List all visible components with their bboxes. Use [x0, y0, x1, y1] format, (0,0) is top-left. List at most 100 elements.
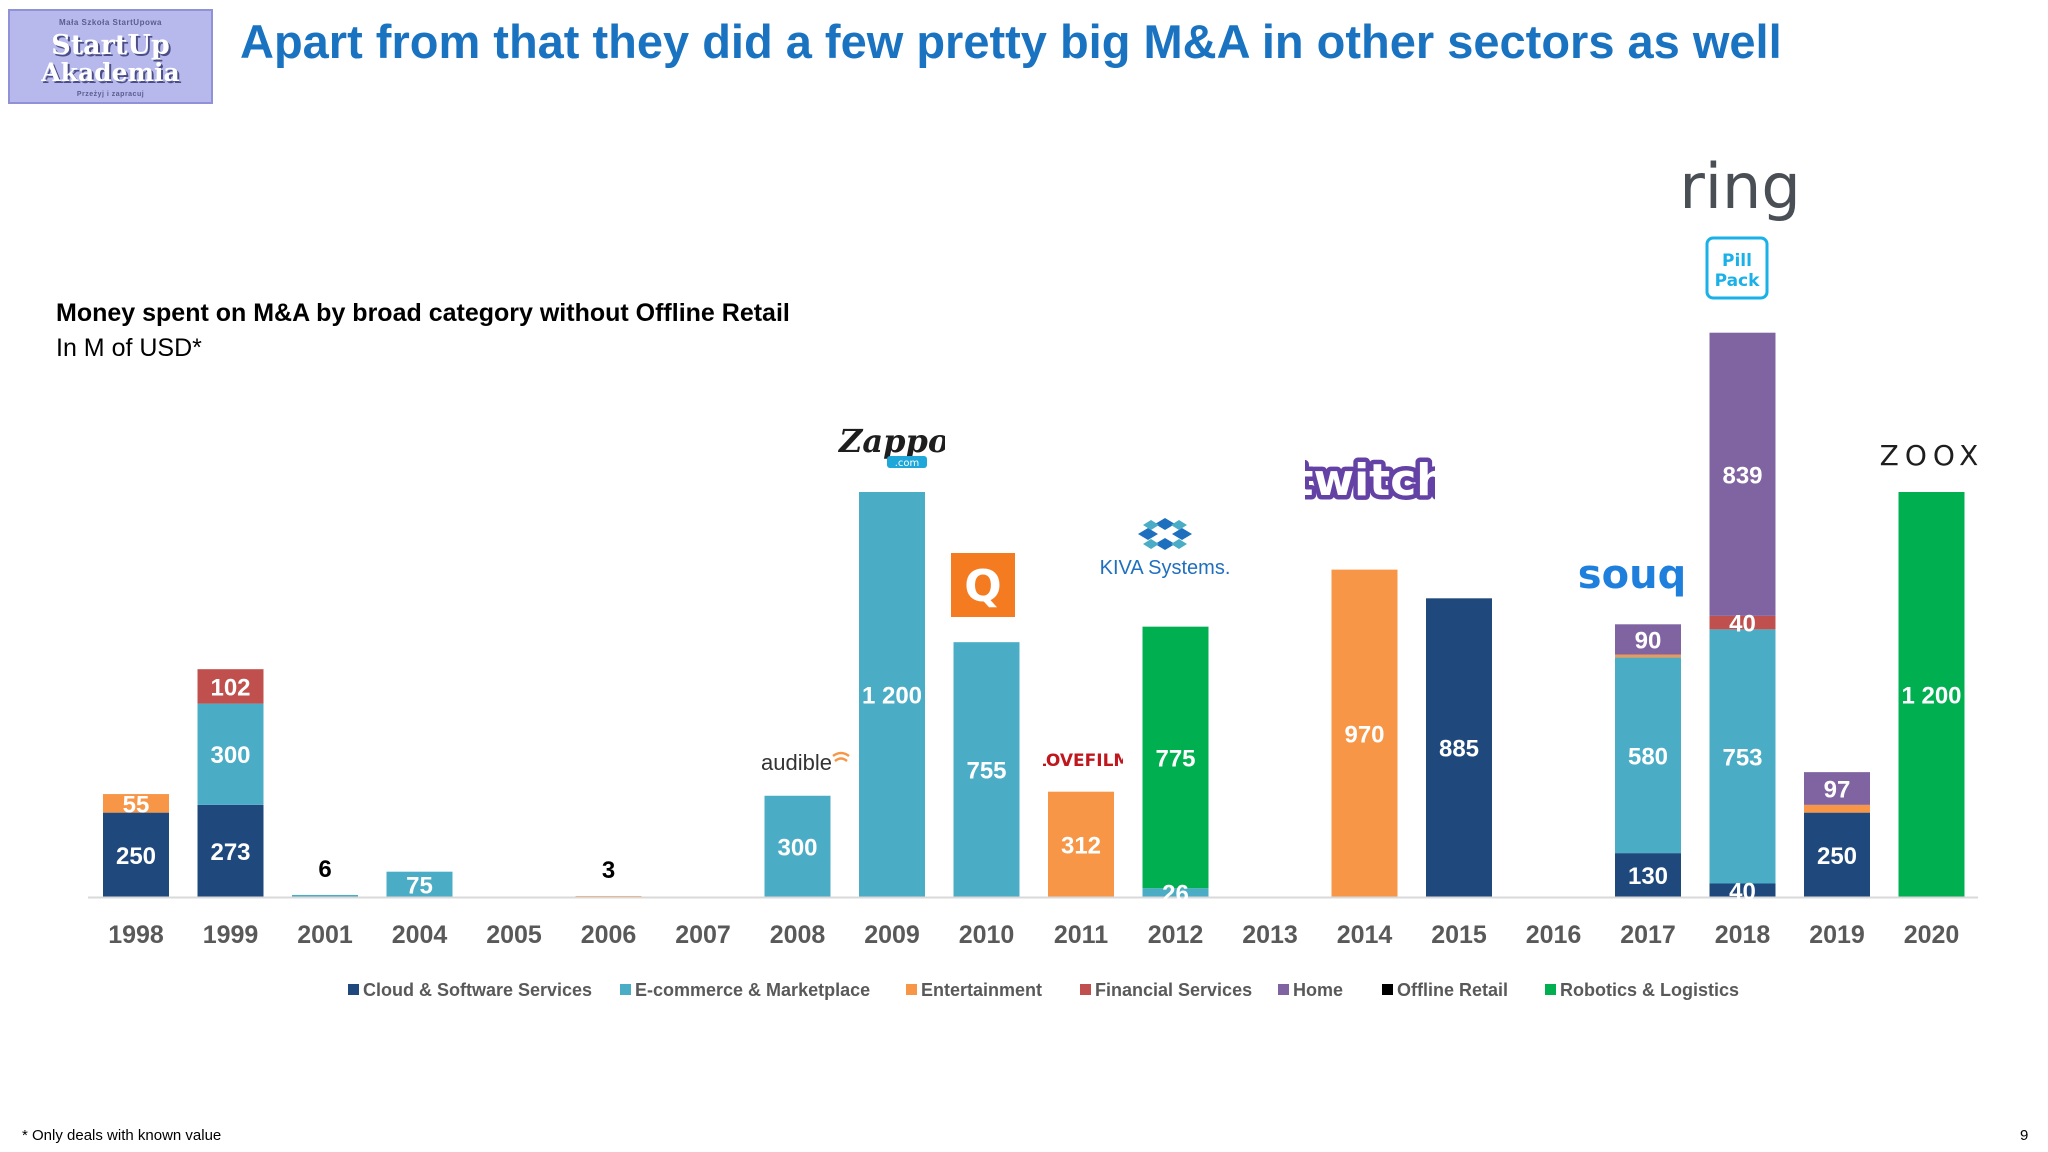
svg-text:twitch: twitch [1305, 455, 1435, 506]
data-label: 273 [210, 839, 250, 866]
bar-segment [1142, 888, 1209, 897]
x-tick-label: 2007 [675, 921, 731, 949]
legend-label: E-commerce & Marketplace [635, 980, 870, 1000]
svg-text:audible: audible [761, 750, 832, 775]
svg-text:Pill: Pill [1722, 251, 1752, 271]
svg-text:Q: Q [964, 561, 1001, 612]
x-tick-label: 2008 [770, 921, 826, 949]
data-label: 300 [777, 834, 817, 861]
bar-segment [953, 642, 1020, 897]
data-label: 97 [1824, 776, 1851, 803]
svg-text:KIVA Systems.: KIVA Systems. [1100, 557, 1231, 579]
chart-title: Money spent on M&A by broad category wit… [56, 299, 790, 327]
bar-segment [764, 795, 831, 897]
x-tick-label: 2010 [959, 921, 1015, 949]
legend-swatch [1080, 984, 1091, 995]
svg-text:ZOOX: ZOOX [1880, 439, 1985, 472]
x-tick-label: 2013 [1242, 921, 1298, 949]
bar-segment [197, 804, 264, 897]
data-label: 75 [406, 872, 433, 899]
data-label: 753 [1722, 744, 1762, 771]
x-tick-label: 2014 [1337, 921, 1393, 949]
bar-segment [1331, 569, 1398, 897]
data-label: 970 [1344, 721, 1384, 748]
chart-subtitle: In M of USD* [56, 334, 202, 362]
bar-segment [1804, 804, 1870, 813]
bar-segment [1615, 624, 1681, 655]
svg-text:.com: .com [895, 458, 920, 469]
data-label: 250 [116, 843, 156, 870]
data-label: 6 [318, 856, 331, 883]
logo-top-text: Mała Szkoła StartUpowa [58, 18, 163, 27]
data-label: 26 [1162, 881, 1189, 908]
legend-label: Home [1293, 980, 1343, 1000]
legend-label: Entertainment [921, 980, 1042, 1000]
data-label: 1 200 [862, 683, 922, 710]
bar-segment [1048, 791, 1114, 897]
legend-label: Robotics & Logistics [1560, 980, 1739, 1000]
bar-segment [1615, 853, 1681, 897]
bar-segment [859, 492, 925, 897]
bar-segment [1142, 626, 1209, 889]
bar-segment [197, 669, 264, 704]
legend-swatch [348, 984, 359, 995]
zappos-logo: Zappos .com [837, 422, 945, 469]
bar-segment [1804, 772, 1870, 805]
x-tick-label: 2011 [1054, 921, 1108, 949]
x-tick-label: 2006 [581, 921, 637, 949]
bar-segment [1804, 812, 1870, 897]
svg-text:Pack: Pack [1715, 271, 1761, 291]
data-label: 102 [210, 674, 250, 701]
data-label: 775 [1155, 745, 1195, 772]
data-label: 580 [1628, 743, 1668, 770]
svg-text:ring: ring [1680, 150, 1800, 223]
chart-legend: Cloud & Software Services E-commerce & Ma… [348, 980, 1739, 1000]
bar-segment [292, 894, 358, 897]
legend-swatch [1382, 984, 1393, 995]
x-tick-label: 2005 [486, 921, 542, 949]
startup-akademia-logo: Mała Szkoła StartUpowa StartUp Akademia … [8, 9, 213, 104]
bar-segment [197, 703, 264, 805]
x-tick-label: 2020 [1904, 921, 1960, 949]
data-label: 90 [1635, 627, 1662, 654]
bar-segment [1709, 629, 1776, 884]
svg-text:Zappos: Zappos [837, 422, 945, 460]
bar-segment [1709, 615, 1776, 630]
x-tick-label: 2016 [1526, 921, 1582, 949]
data-label: 1 200 [1901, 683, 1961, 710]
x-tick-label: 2004 [392, 921, 448, 949]
footnote: * Only deals with known value [22, 1127, 222, 1144]
bar-segment [1615, 657, 1681, 854]
data-label: 755 [966, 758, 1006, 785]
pillpack-logo: Pill Pack [1705, 236, 1769, 300]
x-tick-label: 2001 [297, 921, 353, 949]
bar-segment [1426, 598, 1492, 897]
svg-text:LOVEFILM: LOVEFILM [1043, 751, 1123, 771]
data-label: 885 [1439, 736, 1479, 763]
bar-segment [575, 895, 642, 897]
x-axis-labels: 1998 1999 2001 2004 2005 2006 2007 2008 2009 2010… [108, 921, 1959, 949]
chart-bars [103, 332, 1965, 897]
kiva-systems-logo: KIVA Systems. [1100, 518, 1231, 579]
logo-bottom-text: Przeżyj i zapracuj [76, 91, 145, 98]
x-tick-label: 2017 [1620, 921, 1676, 949]
data-label: 250 [1817, 843, 1857, 870]
lovefilm-logo: LOVEFILM [1043, 751, 1123, 771]
data-label: 3 [602, 857, 615, 884]
legend-label: Cloud & Software Services [363, 980, 592, 1000]
data-label: 300 [210, 742, 250, 769]
bar-segment [386, 871, 453, 897]
logo-line2: Akademia [41, 58, 180, 87]
data-label: 839 [1722, 462, 1762, 489]
data-label: 40 [1729, 878, 1756, 905]
x-tick-label: 2015 [1431, 921, 1487, 949]
bar-segment [1709, 332, 1776, 616]
legend-label: Offline Retail [1397, 980, 1508, 1000]
souq-logo: souq [1578, 552, 1686, 598]
ring-logo: ring [1680, 150, 1800, 223]
data-label: 40 [1729, 611, 1756, 638]
x-tick-label: 2018 [1715, 921, 1771, 949]
legend-swatch [1545, 984, 1556, 995]
bar-segment [103, 794, 169, 813]
